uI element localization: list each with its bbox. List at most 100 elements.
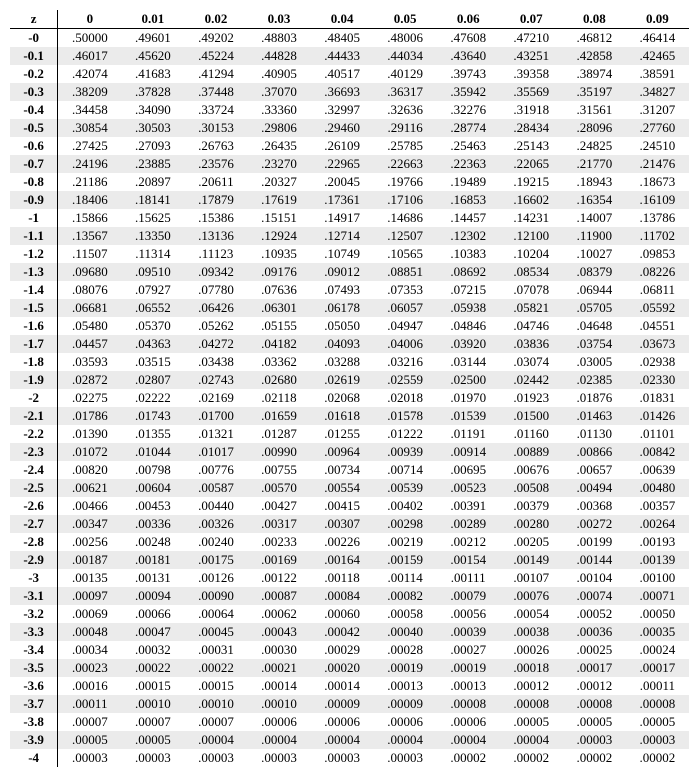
value-cell: .43251 <box>500 47 563 65</box>
z-value-cell: -2.5 <box>10 479 58 497</box>
value-cell: .43640 <box>437 47 500 65</box>
value-cell: .00014 <box>311 677 374 695</box>
table-row: -1.1.13567.13350.13136.12924.12714.12507… <box>10 227 689 245</box>
value-cell: .00066 <box>121 605 184 623</box>
value-cell: .00060 <box>311 605 374 623</box>
value-cell: .01390 <box>58 425 122 443</box>
value-cell: .00621 <box>58 479 122 497</box>
value-cell: .00005 <box>626 713 689 731</box>
z-value-cell: -1.4 <box>10 281 58 299</box>
table-row: -3.8.00007.00007.00007.00006.00006.00006… <box>10 713 689 731</box>
value-cell: .00554 <box>311 479 374 497</box>
value-cell: .39358 <box>500 65 563 83</box>
value-cell: .00114 <box>374 569 437 587</box>
value-cell: .17619 <box>247 191 310 209</box>
z-value-cell: -2 <box>10 389 58 407</box>
value-cell: .12714 <box>311 227 374 245</box>
value-cell: .00071 <box>626 587 689 605</box>
value-cell: .16853 <box>437 191 500 209</box>
z-header-cell: z <box>10 10 58 29</box>
value-cell: .01618 <box>311 407 374 425</box>
value-cell: .00233 <box>247 533 310 551</box>
value-cell: .17106 <box>374 191 437 209</box>
value-cell: .37070 <box>247 83 310 101</box>
z-value-cell: -1.3 <box>10 263 58 281</box>
value-cell: .12507 <box>374 227 437 245</box>
value-cell: .00131 <box>121 569 184 587</box>
value-cell: .00889 <box>500 443 563 461</box>
value-cell: .00006 <box>247 713 310 731</box>
value-cell: .00298 <box>374 515 437 533</box>
value-cell: .00391 <box>437 497 500 515</box>
value-cell: .00005 <box>58 731 122 749</box>
value-cell: .00047 <box>121 623 184 641</box>
value-cell: .00326 <box>184 515 247 533</box>
value-cell: .02222 <box>121 389 184 407</box>
table-row: -0.50000.49601.49202.48803.48405.48006.4… <box>10 29 689 48</box>
value-cell: .49202 <box>184 29 247 48</box>
table-row: -1.9.02872.02807.02743.02680.02619.02559… <box>10 371 689 389</box>
value-cell: .05592 <box>626 299 689 317</box>
value-cell: .37448 <box>184 83 247 101</box>
table-row: -3.9.00005.00005.00004.00004.00004.00004… <box>10 731 689 749</box>
z-value-cell: -3.3 <box>10 623 58 641</box>
value-cell: .00039 <box>437 623 500 641</box>
value-cell: .41294 <box>184 65 247 83</box>
value-cell: .00402 <box>374 497 437 515</box>
value-cell: .00006 <box>374 713 437 731</box>
value-cell: .29806 <box>247 119 310 137</box>
value-cell: .01101 <box>626 425 689 443</box>
value-cell: .20897 <box>121 173 184 191</box>
col-header-1: 0.01 <box>121 10 184 29</box>
value-cell: .47608 <box>437 29 500 48</box>
table-row: -3.2.00069.00066.00064.00062.00060.00058… <box>10 605 689 623</box>
value-cell: .00028 <box>374 641 437 659</box>
value-cell: .20045 <box>311 173 374 191</box>
col-header-4: 0.04 <box>311 10 374 29</box>
value-cell: .03144 <box>437 353 500 371</box>
value-cell: .00084 <box>311 587 374 605</box>
value-cell: .04648 <box>563 317 626 335</box>
value-cell: .00004 <box>374 731 437 749</box>
value-cell: .00045 <box>184 623 247 641</box>
value-cell: .00008 <box>563 695 626 713</box>
value-cell: .00272 <box>563 515 626 533</box>
value-cell: .00054 <box>500 605 563 623</box>
value-cell: .00019 <box>374 659 437 677</box>
z-value-cell: -1 <box>10 209 58 227</box>
table-row: -2.2.01390.01355.01321.01287.01255.01222… <box>10 425 689 443</box>
table-row: -3.7.00011.00010.00010.00010.00009.00009… <box>10 695 689 713</box>
z-value-cell: -2.1 <box>10 407 58 425</box>
value-cell: .02118 <box>247 389 310 407</box>
value-cell: .42858 <box>563 47 626 65</box>
table-row: -2.8.00256.00248.00240.00233.00226.00219… <box>10 533 689 551</box>
value-cell: .00022 <box>121 659 184 677</box>
value-cell: .00012 <box>500 677 563 695</box>
value-cell: .00427 <box>247 497 310 515</box>
value-cell: .00004 <box>500 731 563 749</box>
value-cell: .00021 <box>247 659 310 677</box>
value-cell: .00010 <box>247 695 310 713</box>
value-cell: .00004 <box>184 731 247 749</box>
value-cell: .00022 <box>184 659 247 677</box>
z-value-cell: -2.8 <box>10 533 58 551</box>
value-cell: .00154 <box>437 551 500 569</box>
value-cell: .00104 <box>563 569 626 587</box>
table-row: -2.1.01786.01743.01700.01659.01618.01578… <box>10 407 689 425</box>
z-value-cell: -1.1 <box>10 227 58 245</box>
value-cell: .02275 <box>58 389 122 407</box>
value-cell: .00018 <box>500 659 563 677</box>
z-value-cell: -0.1 <box>10 47 58 65</box>
z-value-cell: -3.8 <box>10 713 58 731</box>
value-cell: .45224 <box>184 47 247 65</box>
value-cell: .04746 <box>500 317 563 335</box>
value-cell: .03836 <box>500 335 563 353</box>
value-cell: .21186 <box>58 173 122 191</box>
value-cell: .00004 <box>437 731 500 749</box>
value-cell: .08534 <box>500 263 563 281</box>
value-cell: .40905 <box>247 65 310 83</box>
value-cell: .09176 <box>247 263 310 281</box>
value-cell: .00008 <box>437 695 500 713</box>
z-value-cell: -1.7 <box>10 335 58 353</box>
value-cell: .20611 <box>184 173 247 191</box>
